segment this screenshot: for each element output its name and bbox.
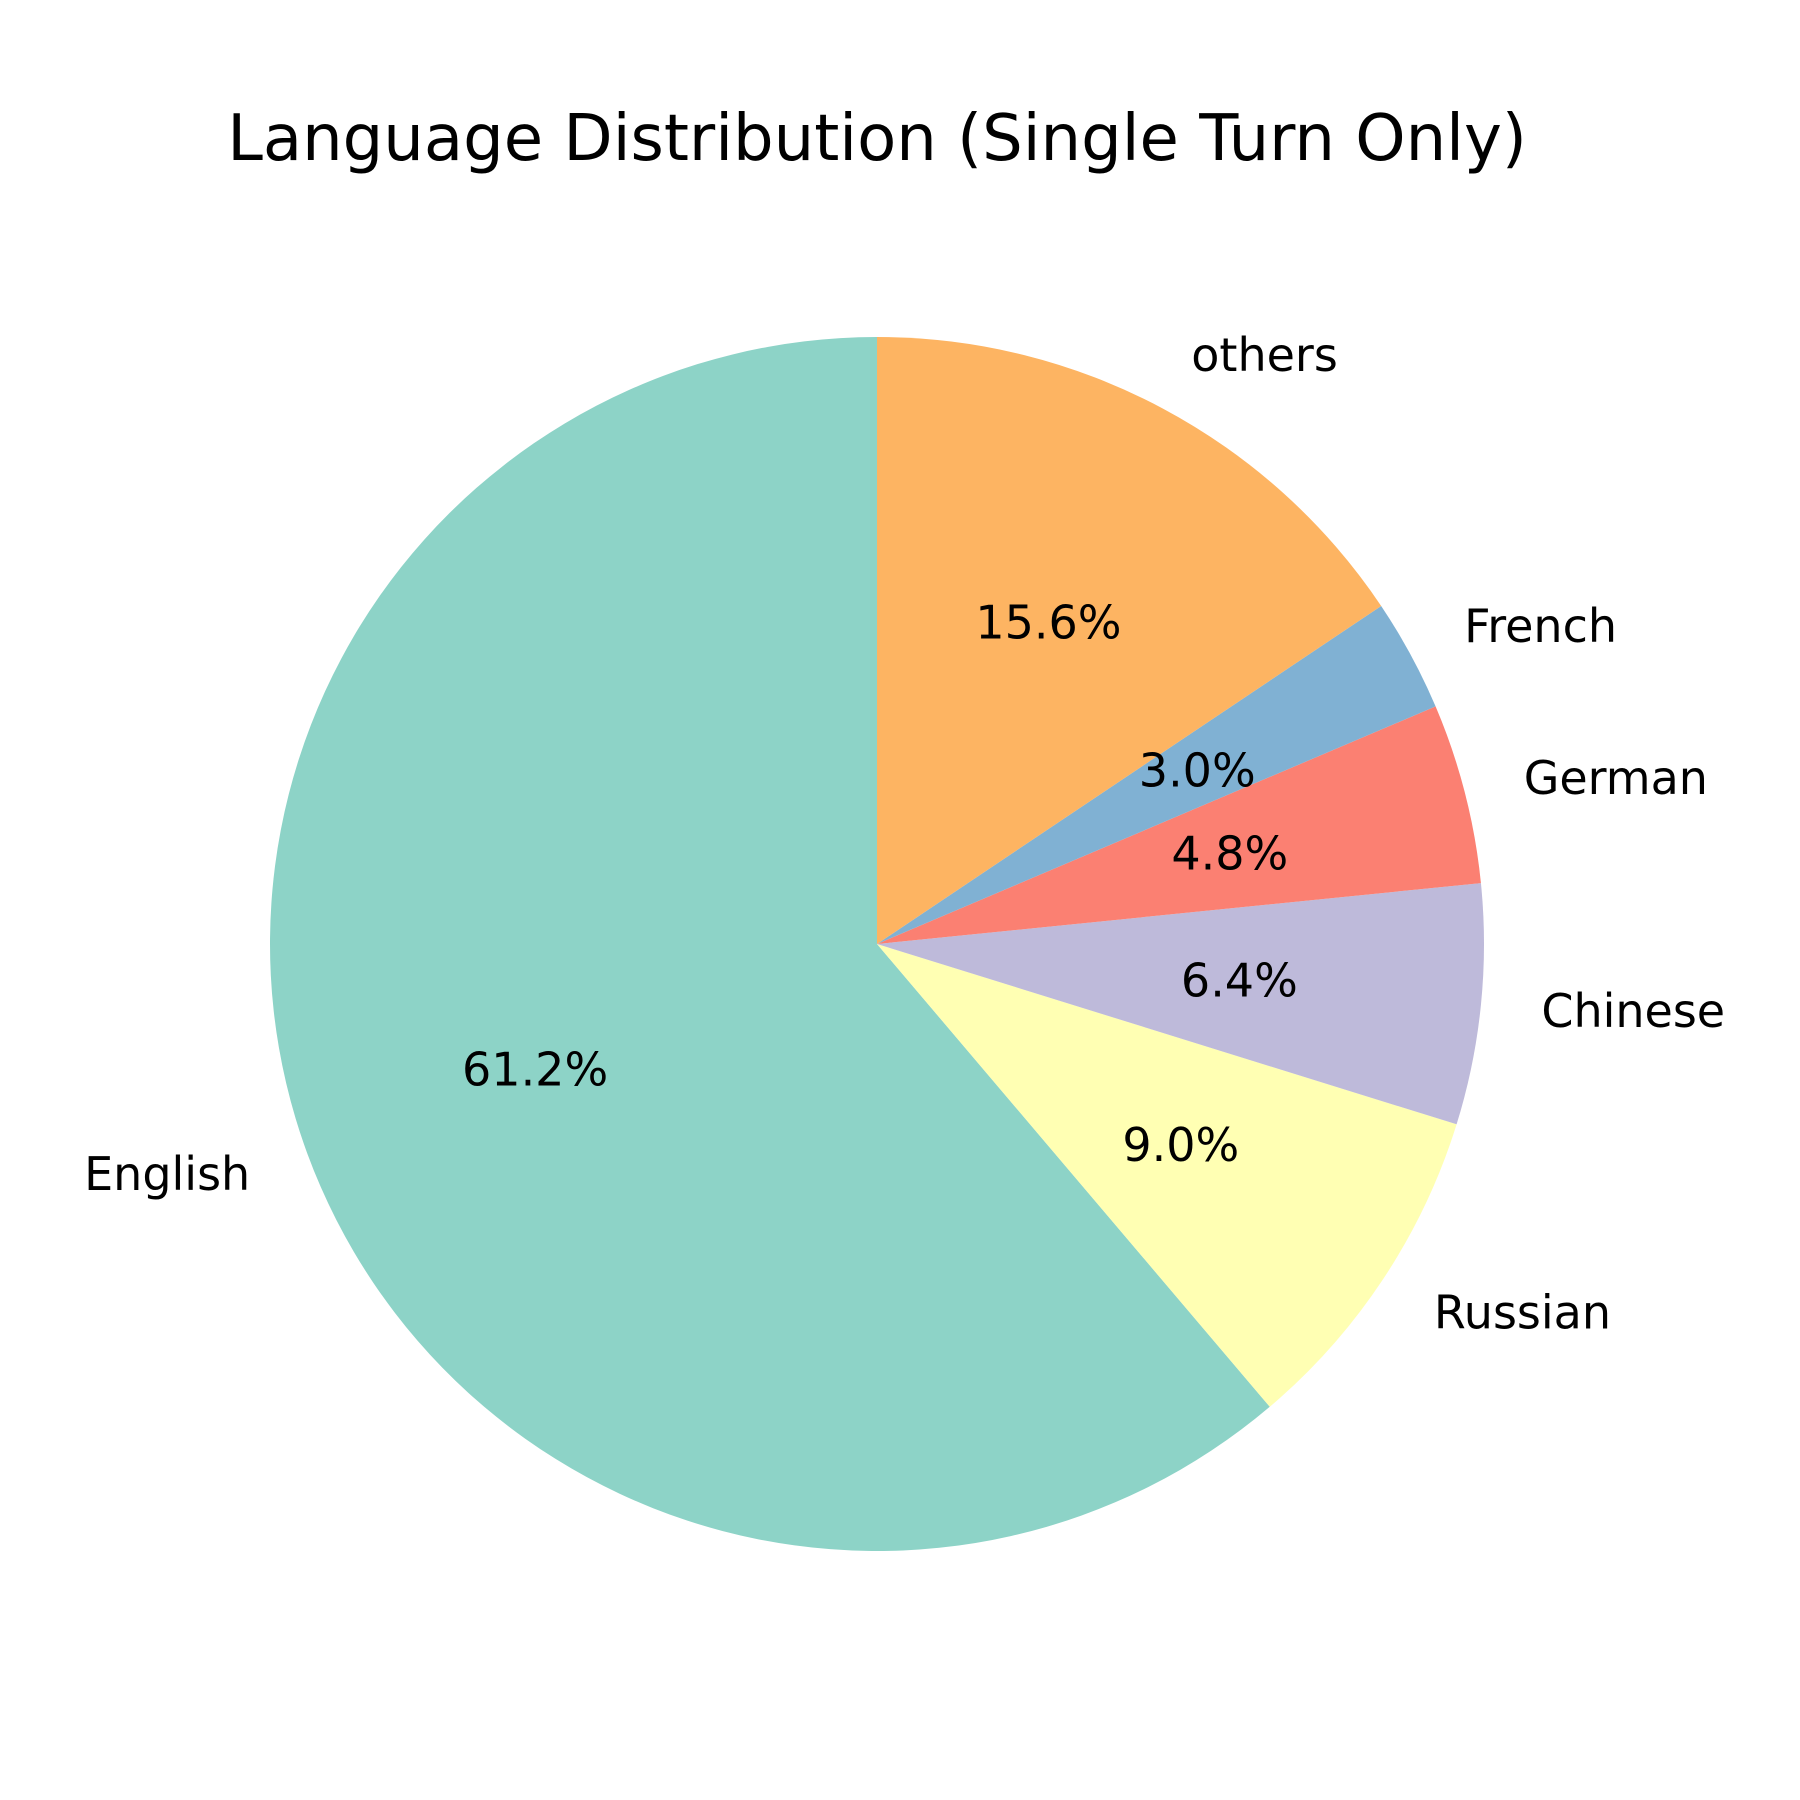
pie-slice-others — [877, 337, 1382, 944]
pie-slice-english — [270, 337, 1270, 1551]
slice-label-french: French — [1464, 599, 1617, 653]
slice-label-russian: Russian — [1434, 1285, 1611, 1339]
slice-label-english: English — [84, 1147, 250, 1201]
slice-pct-french: 3.0% — [1139, 744, 1256, 798]
pie-labels: English 61.2% Russian 9.0% Chinese 6.4% German… — [84, 328, 1725, 1339]
slice-label-others: others — [1191, 328, 1338, 382]
chart-title: Language Distribution (Single Turn Only) — [227, 102, 1527, 176]
pie-slice-russian — [877, 944, 1457, 1407]
slice-pct-chinese: 6.4% — [1181, 954, 1298, 1008]
slice-pct-english: 61.2% — [462, 1043, 608, 1097]
slice-pct-german: 4.8% — [1171, 826, 1288, 880]
slice-label-chinese: Chinese — [1541, 984, 1725, 1038]
slice-pct-others: 15.6% — [975, 596, 1121, 650]
slice-pct-russian: 9.0% — [1122, 1118, 1239, 1172]
pie-slice-french — [877, 605, 1436, 944]
pie-slice-chinese — [877, 883, 1485, 1125]
pie-slices — [270, 337, 1485, 1551]
pie-slice-german — [877, 706, 1481, 944]
slice-label-german: German — [1524, 751, 1708, 805]
